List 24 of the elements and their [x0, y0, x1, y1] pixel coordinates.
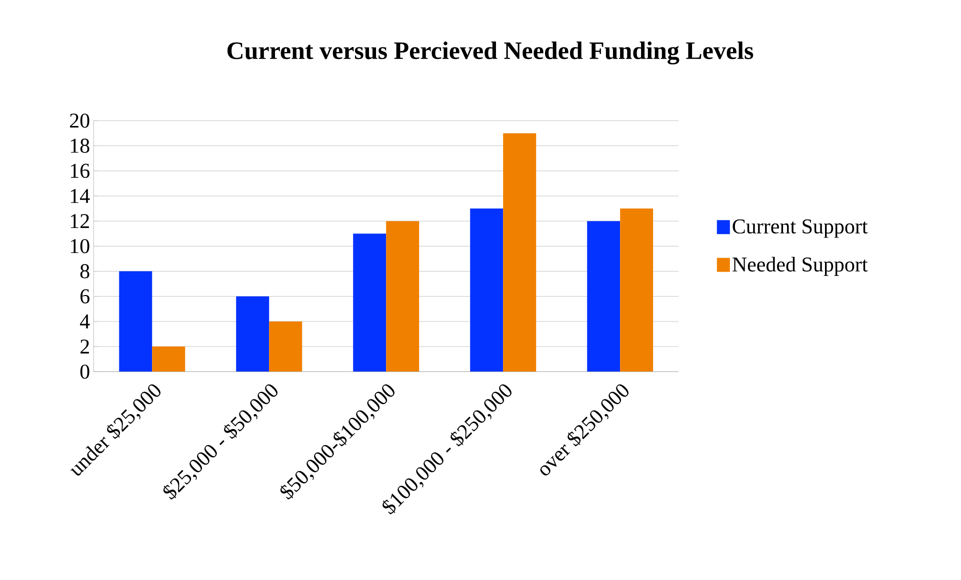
y-tick-label: 8	[80, 264, 90, 278]
legend-label: Current Support	[732, 219, 868, 238]
chart-title: Current versus Percieved Needed Funding Levels	[227, 42, 754, 64]
bar	[470, 208, 504, 372]
bar	[503, 133, 536, 372]
y-tick-label: 6	[80, 289, 90, 304]
bar	[353, 234, 386, 372]
bar	[620, 208, 654, 372]
bar	[269, 321, 302, 372]
bar	[152, 346, 186, 372]
y-tick-label: 20	[70, 114, 90, 128]
bar	[236, 296, 270, 372]
bar	[119, 271, 152, 372]
y-tick-label: 14	[70, 189, 90, 203]
y-tick-label: 18	[70, 138, 90, 153]
y-tick-label: 12	[70, 214, 89, 228]
y-tick-label: 2	[80, 340, 89, 354]
legend-label: Needed Support	[732, 256, 868, 276]
y-tick-label: 4	[80, 314, 90, 328]
y-tick-label: 10	[70, 239, 90, 254]
bar	[587, 221, 620, 372]
y-tick-label: 0	[80, 364, 90, 379]
bar	[386, 221, 420, 372]
y-tick-label: 16	[70, 164, 90, 178]
